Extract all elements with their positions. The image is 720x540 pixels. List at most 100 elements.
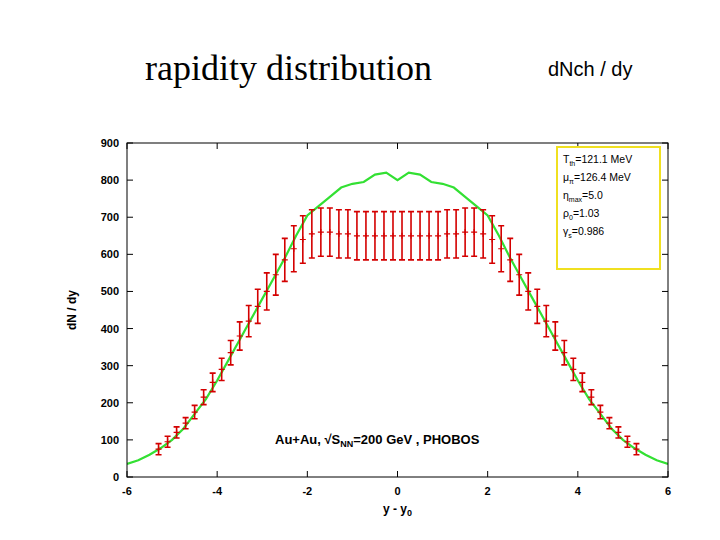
x-tick	[217, 143, 218, 149]
error-bar	[579, 373, 585, 392]
data-marker	[291, 246, 297, 252]
data-marker	[156, 446, 162, 452]
data-point	[489, 216, 495, 264]
data-point	[156, 444, 162, 455]
x-tick	[487, 143, 488, 149]
data-marker	[192, 409, 198, 415]
x-tick	[217, 471, 218, 477]
text-part: NN	[340, 439, 353, 449]
error-bar	[291, 226, 297, 272]
y-tick-label: 500	[101, 285, 119, 297]
data-marker	[471, 229, 477, 235]
data-point	[633, 444, 639, 455]
data-point	[318, 208, 324, 256]
text-part: =121.1 MeV	[575, 153, 632, 165]
data-point	[228, 340, 234, 364]
data-point	[597, 405, 603, 418]
y-tick	[662, 365, 668, 366]
error-bar	[327, 208, 333, 256]
data-point	[354, 212, 360, 260]
error-bar	[390, 212, 396, 260]
data-marker	[516, 272, 522, 278]
error-bar	[201, 390, 207, 405]
annotation: Au+Au, √SNN=200 GeV , PHOBOS	[275, 432, 480, 449]
error-bar	[498, 226, 504, 272]
data-point	[552, 322, 558, 350]
text-part: =1.03	[573, 207, 600, 219]
data-marker	[174, 429, 180, 435]
error-bar	[219, 358, 225, 380]
error-bar	[363, 212, 369, 260]
data-marker	[282, 257, 288, 263]
data-point	[462, 208, 468, 256]
data-point	[327, 208, 333, 256]
y-tick-label: 200	[101, 397, 119, 409]
data-marker	[552, 333, 558, 339]
data-point	[588, 390, 594, 405]
text-part: y - y	[383, 502, 407, 516]
data-point	[210, 373, 216, 392]
error-bar	[444, 210, 450, 258]
data-point	[237, 322, 243, 350]
data-point	[264, 273, 270, 310]
data-marker	[534, 303, 540, 309]
parameter: μπ=126.4 MeV	[563, 171, 631, 185]
error-bar	[246, 306, 252, 337]
data-point	[165, 436, 171, 447]
error-bar	[354, 212, 360, 260]
error-bar	[543, 306, 549, 337]
data-point	[624, 436, 630, 447]
data-point	[507, 238, 513, 281]
parameter-box	[557, 147, 660, 269]
data-marker	[543, 318, 549, 324]
error-bar	[633, 444, 639, 455]
error-bar	[588, 390, 594, 405]
x-tick	[307, 143, 308, 149]
data-marker	[201, 394, 207, 400]
data-marker	[624, 439, 630, 445]
error-bar	[183, 418, 189, 429]
data-marker	[273, 272, 279, 278]
data-point	[372, 212, 378, 260]
data-point	[561, 340, 567, 364]
data-marker	[525, 288, 531, 294]
background	[0, 0, 720, 540]
parameter: γs=0.986	[563, 225, 604, 239]
error-bar	[624, 436, 630, 447]
data-marker	[255, 303, 261, 309]
text-part: 0	[407, 508, 412, 518]
y-tick	[127, 291, 133, 292]
parameter: ηmax=5.0	[563, 189, 603, 203]
data-point	[363, 212, 369, 260]
data-point	[291, 226, 297, 272]
y-tick-label: 0	[113, 471, 119, 483]
error-bar	[228, 340, 234, 364]
parameter: ρ0=1.03	[563, 207, 600, 221]
y-tick-label: 400	[101, 323, 119, 335]
data-marker	[318, 229, 324, 235]
y-tick-label: 900	[101, 137, 119, 149]
data-marker	[444, 231, 450, 237]
x-tick	[487, 471, 488, 477]
error-bar	[606, 418, 612, 429]
data-marker	[561, 350, 567, 356]
data-point	[426, 212, 432, 260]
x-tick	[397, 143, 398, 149]
error-bar	[426, 212, 432, 260]
x-tick-label: -6	[122, 485, 132, 497]
error-bar	[210, 373, 216, 392]
y-tick	[127, 217, 133, 218]
x-tick-label: 4	[575, 485, 582, 497]
data-marker	[498, 246, 504, 252]
y-tick	[127, 180, 133, 181]
y-tick	[127, 328, 133, 329]
plot-marks	[127, 173, 668, 464]
error-bar	[534, 289, 540, 323]
y-tick-label: 800	[101, 174, 119, 186]
data-marker	[183, 420, 189, 426]
data-point	[192, 405, 198, 418]
y-tick-label: 300	[101, 360, 119, 372]
data-point	[417, 212, 423, 260]
data-point	[399, 212, 405, 260]
error-bar	[507, 238, 513, 281]
